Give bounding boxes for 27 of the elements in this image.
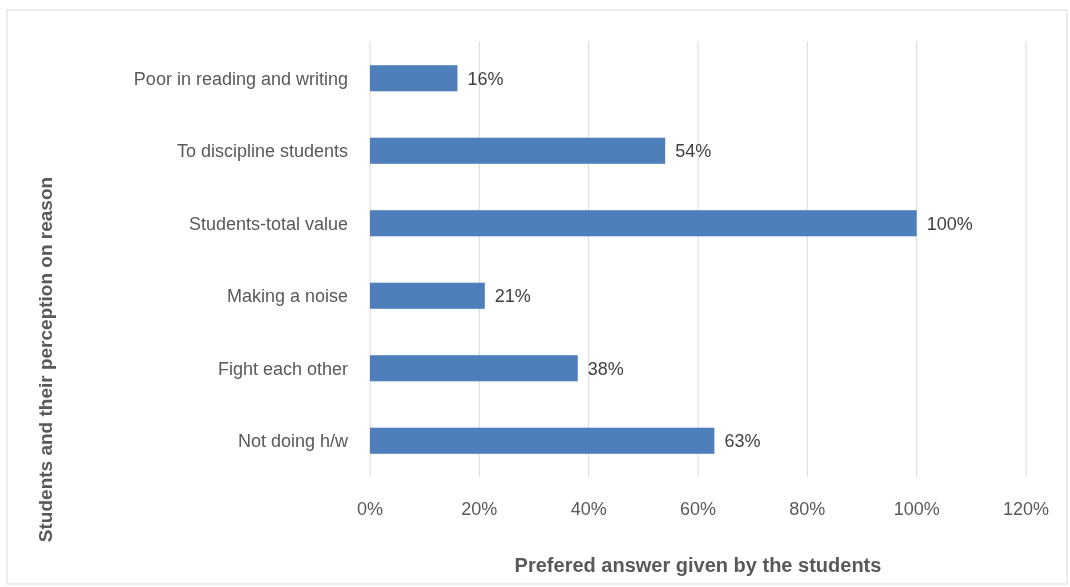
- x-tick-label: 80%: [789, 499, 826, 519]
- y-tick-label: Students-total value: [188, 213, 348, 234]
- bar: [370, 355, 578, 382]
- data-label: 16%: [467, 68, 504, 89]
- x-tick-label: 0%: [356, 499, 384, 519]
- x-tick-label: 60%: [679, 499, 717, 519]
- x-axis-title: Prefered answer given by the students: [514, 554, 882, 576]
- bar: [370, 65, 458, 92]
- y-axis-title: Students and their perception on reason: [35, 176, 56, 543]
- x-tick-label: 100%: [893, 499, 940, 519]
- bar: [370, 137, 666, 164]
- data-label: 63%: [724, 431, 761, 452]
- y-tick-label: Not doing h/w: [237, 431, 349, 452]
- y-tick-label: Making a noise: [226, 286, 348, 307]
- bar: [370, 210, 917, 237]
- data-label: 38%: [587, 358, 624, 379]
- y-tick-label: To discipline students: [176, 141, 348, 162]
- x-tick-label: 120%: [1002, 499, 1050, 519]
- bar: [370, 427, 715, 454]
- x-tick-label: 40%: [570, 499, 607, 519]
- y-tick-label: Poor in reading and writing: [133, 68, 348, 89]
- y-tick-label: Fight each other: [217, 358, 349, 379]
- data-label: 100%: [926, 213, 973, 234]
- x-tick-label: 20%: [461, 499, 498, 519]
- data-label: 54%: [675, 141, 712, 162]
- bar: [370, 282, 485, 309]
- data-label: 21%: [494, 286, 531, 307]
